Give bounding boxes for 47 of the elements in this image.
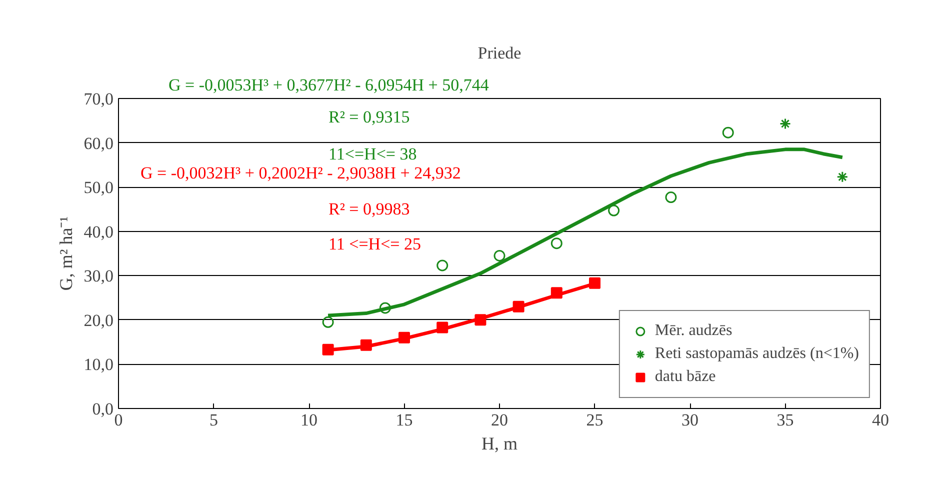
x-tick-label: 20 [491,410,508,430]
point [512,300,524,312]
x-tick-label: 5 [210,410,218,430]
x-tick-label: 10 [300,410,318,430]
annotation: 11 <=H<= 25 [328,234,421,254]
legend-label: Reti sastopamās audzēs (n<1%) [654,345,859,363]
point [665,192,677,203]
point [436,322,448,334]
annotation: R² = 0,9983 [328,200,410,218]
chart-title: Priede [478,44,522,62]
point [608,204,620,216]
y-tick-label: 50,0 [84,178,114,198]
legend-label: datu bāze [654,368,716,386]
x-tick-label: 40 [872,410,889,430]
x-tick-label: 25 [586,410,604,430]
x-axis-title: H, m [482,434,518,454]
annotation: 11<=H<= 38 [328,144,417,164]
text: G = -0,0053H³ + 0,3677H² - 6,0954H + 50,744 [168,76,490,94]
point [322,316,334,328]
point [474,314,486,326]
y-tick-label: 0,0 [92,400,114,418]
point [360,339,372,351]
x-tick-label: 30 [682,410,698,430]
y-tick-label: 70,0 [84,90,114,108]
point [322,344,334,356]
y-tick-label: 10,0 [84,355,114,374]
y-tick-label: 30,0 [84,266,114,286]
y-tick-label: 20,0 [84,310,114,330]
x-tick-label: 35 [776,410,794,430]
point [436,260,448,272]
point [722,126,734,138]
y-tick-label: 40,0 [84,222,114,242]
point [780,118,791,130]
point [379,302,391,314]
y-tick-label: 60,0 [84,134,114,153]
legend-label: Mēr. audzēs [654,322,732,340]
y-axis-title: G, m² ha⁻¹ [56,216,76,291]
x-tick-label: 15 [396,410,413,430]
point [836,171,848,183]
x-tick-label: 0 [114,410,123,430]
point [550,287,562,299]
annotation: R² = 0,9315 [328,108,410,126]
point [494,250,506,262]
annotation: G = -0,0032H³ + 0,2002H² - 2,9038H + 24,932 [140,164,461,182]
point [550,238,562,250]
point [398,332,410,344]
point [589,277,600,289]
